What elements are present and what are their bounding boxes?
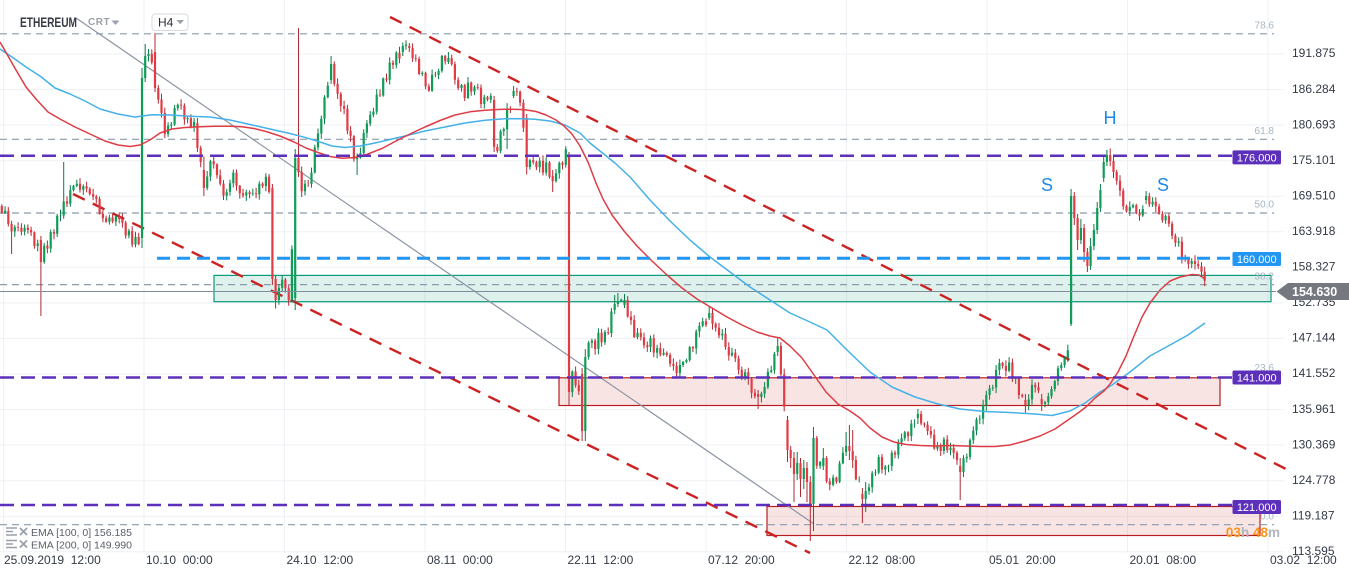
svg-text:158.327: 158.327 [1292,260,1336,274]
svg-text:154.630: 154.630 [1292,285,1337,299]
svg-text:119.187: 119.187 [1292,508,1335,522]
svg-text:03h 48m: 03h 48m [1226,525,1280,540]
svg-text:176.000: 176.000 [1237,152,1277,164]
svg-text:08.11 00:00: 08.11 00:00 [427,553,493,567]
svg-text:H4: H4 [158,15,174,29]
svg-text:S: S [1157,175,1169,195]
svg-text:03.02 12:00: 03.02 12:00 [1270,553,1337,567]
svg-text:EMA [200, 0] 149.990: EMA [200, 0] 149.990 [31,540,132,552]
svg-text:0.0: 0.0 [1260,512,1274,523]
svg-text:EMA [100, 0] 156.185: EMA [100, 0] 156.185 [31,527,132,539]
svg-text:23.6: 23.6 [1255,363,1275,374]
svg-text:169.510: 169.510 [1292,188,1336,202]
svg-text:191.875: 191.875 [1292,46,1336,60]
svg-text:135.961: 135.961 [1292,402,1336,416]
svg-text:38.2: 38.2 [1255,271,1275,282]
svg-text:S: S [1041,175,1053,195]
svg-text:ETHEREUM: ETHEREUM [20,14,77,30]
svg-text:124.778: 124.778 [1292,473,1336,487]
svg-text:121.000: 121.000 [1237,502,1277,514]
svg-text:22.11 12:00: 22.11 12:00 [568,553,634,567]
svg-text:160.000: 160.000 [1237,254,1277,266]
svg-text:20.01 08:00: 20.01 08:00 [1130,553,1197,567]
svg-text:141.000: 141.000 [1237,373,1277,385]
svg-text:50.0: 50.0 [1255,200,1275,211]
svg-text:147.144: 147.144 [1292,331,1336,345]
svg-text:141.552: 141.552 [1292,366,1336,380]
svg-text:24.10 12:00: 24.10 12:00 [287,553,354,567]
svg-text:10.10 00:00: 10.10 00:00 [146,553,213,567]
svg-text:186.284: 186.284 [1292,82,1336,96]
svg-text:CRT: CRT [88,17,110,28]
svg-text:25.09.2019 12:00: 25.09.2019 12:00 [4,553,101,567]
svg-text:175.101: 175.101 [1292,153,1336,167]
svg-text:05.01 20:00: 05.01 20:00 [989,553,1056,567]
svg-text:61.8: 61.8 [1255,126,1275,137]
svg-text:113.595: 113.595 [1292,544,1335,558]
svg-text:163.918: 163.918 [1292,224,1336,238]
svg-text:78.6: 78.6 [1255,21,1275,32]
svg-text:07.12 20:00: 07.12 20:00 [708,553,775,567]
svg-text:H: H [1104,108,1117,128]
svg-text:22.12 08:00: 22.12 08:00 [849,553,916,567]
svg-text:130.369: 130.369 [1292,437,1336,451]
svg-text:180.693: 180.693 [1292,117,1336,131]
